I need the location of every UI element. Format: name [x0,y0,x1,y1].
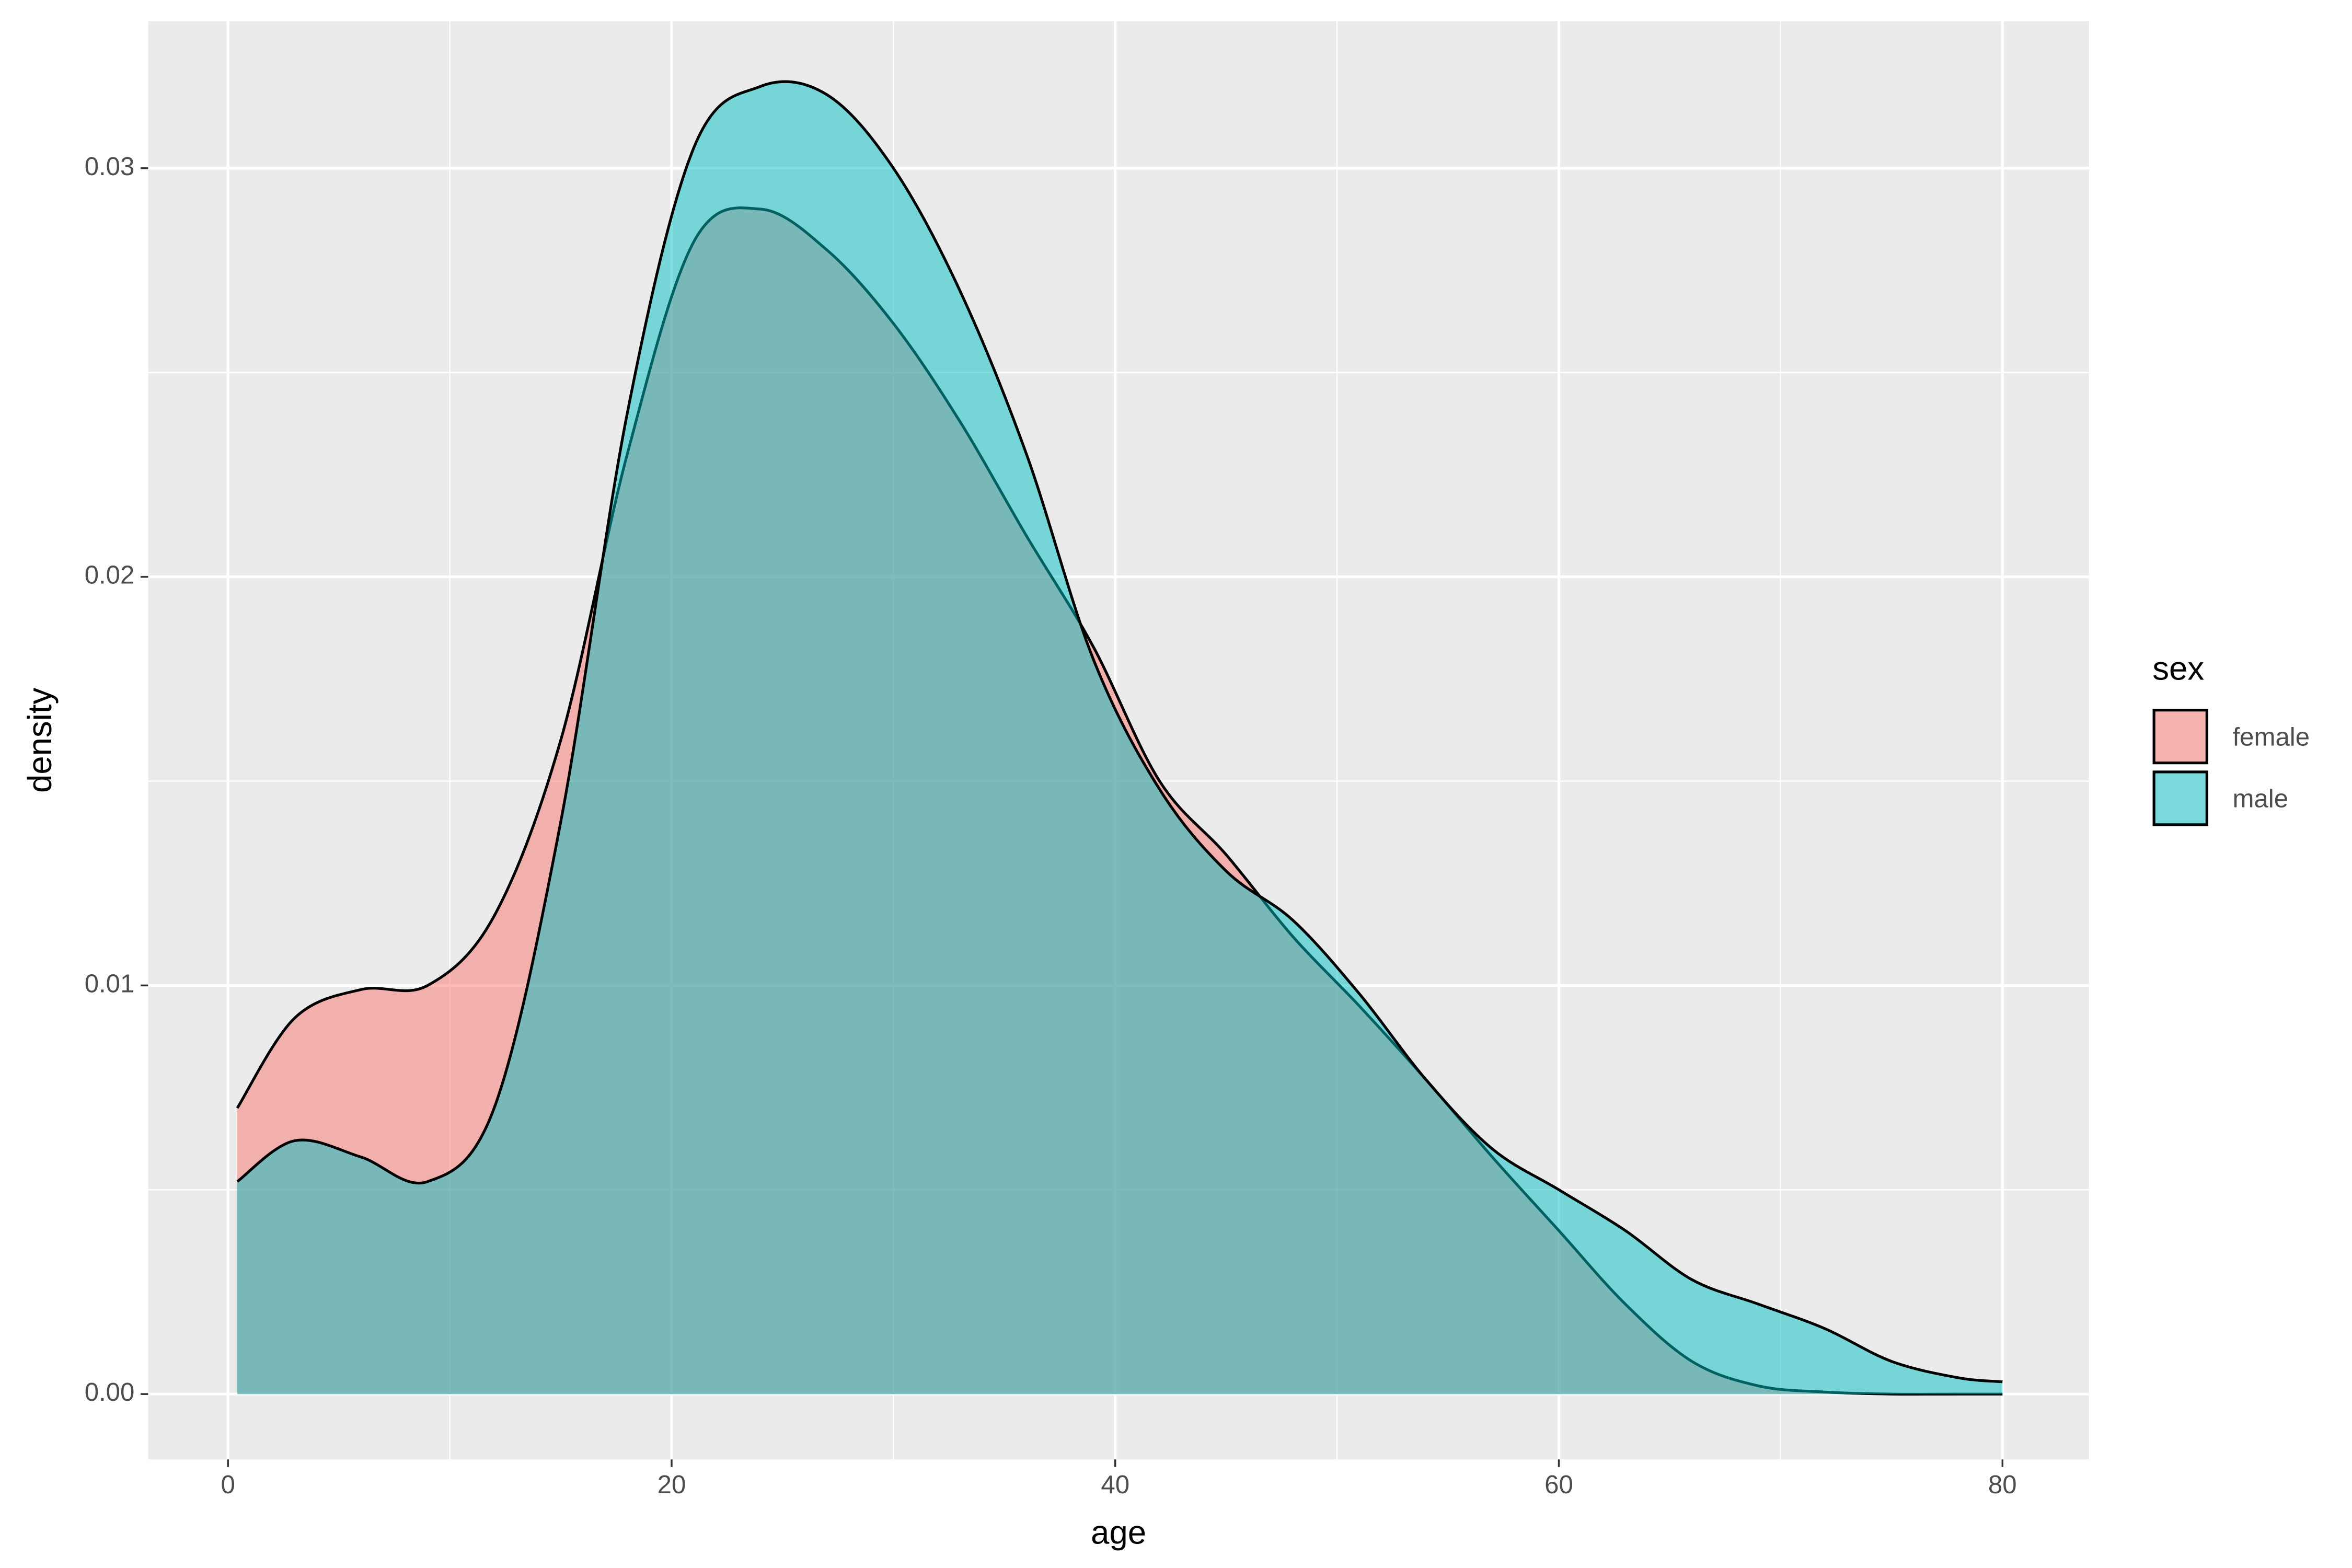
x-tick-label: 20 [658,1471,686,1499]
density-line [236,80,2003,1383]
legend-key [2152,770,2208,826]
y-tick-label: 0.01 [85,970,135,998]
legend-label: female [2233,723,2310,751]
y-axis-title: density [21,688,59,793]
y-tick-label: 0.02 [85,561,135,590]
y-tick-label: 0.03 [85,153,135,181]
x-tick-label: 0 [221,1471,235,1499]
x-axis-title: age [1091,1514,1146,1551]
legend-label: male [2233,785,2289,813]
x-tick-label: 40 [1101,1471,1129,1499]
x-tick-label: 60 [1544,1471,1573,1499]
legend-title: sex [2152,650,2204,687]
x-tick-label: 80 [1988,1471,2017,1499]
y-tick-label: 0.00 [85,1378,135,1406]
density-area [237,82,2003,1394]
legend-key [2152,709,2208,765]
